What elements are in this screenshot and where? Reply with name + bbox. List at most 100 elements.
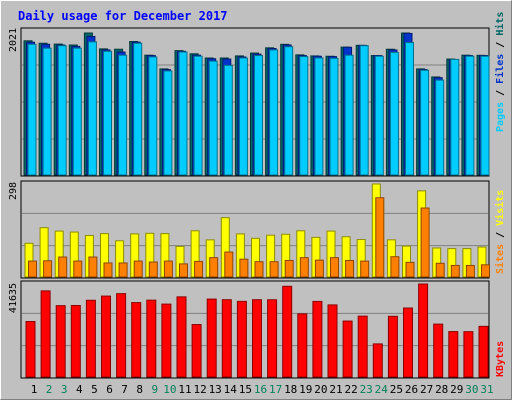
bar-pages-day-16: [254, 55, 263, 176]
bar-kbytes-day-22: [342, 320, 353, 378]
max-label-visits: 298: [8, 182, 19, 200]
chart-title: Daily usage for December 2017: [18, 9, 228, 23]
bar-pages-day-17: [269, 49, 279, 176]
bar-pages-day-31: [480, 55, 490, 176]
bar-kbytes-day-29: [448, 331, 459, 378]
day-label-14: 14: [224, 383, 238, 396]
bar-kbytes-day-3: [55, 305, 66, 378]
bar-sites-day-2: [43, 260, 53, 278]
day-label-5: 5: [91, 383, 98, 396]
bar-sites-day-25: [390, 256, 400, 278]
day-label-6: 6: [106, 383, 113, 396]
bar-sites-day-12: [194, 260, 204, 278]
max-label-usage: 2021: [8, 28, 19, 52]
bar-kbytes-day-20: [312, 300, 323, 378]
bar-sites-day-11: [179, 263, 188, 278]
day-label-26: 26: [405, 383, 418, 396]
bar-sites-day-9: [148, 261, 158, 278]
day-label-29: 29: [450, 383, 463, 396]
bar-pages-day-28: [435, 79, 445, 176]
bar-sites-day-28: [435, 262, 445, 278]
legend-sep-1: /: [495, 84, 506, 102]
bar-kbytes-day-11: [176, 296, 187, 378]
bar-kbytes-day-12: [191, 324, 202, 378]
panel-hits-files-pages: 2021 Pages / Files / Hits: [8, 12, 506, 177]
bar-kbytes-day-18: [282, 285, 293, 378]
bar-sites-day-21: [330, 257, 339, 278]
day-label-11: 11: [178, 383, 191, 396]
legend-sep-2: /: [495, 36, 506, 54]
bar-sites-day-20: [314, 259, 324, 278]
bar-pages-day-15: [238, 57, 248, 176]
legend-usage: Pages / Files / Hits: [494, 12, 506, 132]
day-label-7: 7: [121, 383, 128, 396]
bar-kbytes-day-7: [116, 293, 127, 378]
bar-pages-day-6: [103, 50, 112, 176]
day-label-23: 23: [360, 383, 373, 396]
day-label-19: 19: [299, 383, 312, 396]
legend-hits: Hits: [494, 12, 506, 36]
bar-pages-day-23: [359, 45, 369, 176]
bar-sites-day-5: [88, 256, 98, 278]
bar-sites-day-6: [103, 262, 113, 278]
day-label-4: 4: [76, 383, 83, 396]
bar-kbytes-day-14: [221, 299, 232, 378]
bar-kbytes-day-19: [297, 313, 308, 378]
bar-sites-day-13: [209, 257, 219, 278]
day-label-20: 20: [314, 383, 327, 396]
bar-sites-day-26: [405, 261, 415, 278]
bar-sites-day-23: [360, 260, 370, 278]
bar-kbytes-day-4: [70, 304, 81, 378]
panel-visits-sites: 298 Sites / Visits: [8, 180, 506, 279]
bar-kbytes-day-16: [252, 299, 262, 378]
bar-pages-day-30: [465, 55, 475, 176]
bar-sites-day-31: [481, 264, 490, 278]
bar-pages-day-29: [450, 58, 460, 176]
bar-pages-day-7: [118, 54, 128, 176]
bar-kbytes-day-17: [267, 299, 278, 378]
bar-sites-day-10: [163, 260, 173, 278]
legend-kbytes-name: KBytes: [495, 341, 506, 377]
bars-usage: [23, 32, 490, 176]
day-label-15: 15: [239, 383, 252, 396]
bar-sites-day-3: [58, 256, 68, 278]
bar-kbytes-day-27: [418, 283, 429, 378]
day-label-22: 22: [344, 383, 357, 396]
day-label-27: 27: [420, 383, 433, 396]
bar-pages-day-20: [314, 57, 324, 176]
bar-sites-day-19: [299, 257, 309, 278]
bar-kbytes-day-1: [25, 320, 36, 378]
bar-kbytes-day-5: [85, 299, 96, 378]
max-label-kbytes: 41635: [8, 283, 19, 313]
day-label-10: 10: [163, 383, 176, 396]
bar-pages-day-24: [374, 55, 384, 176]
day-label-17: 17: [269, 383, 282, 396]
bar-pages-day-2: [42, 47, 52, 176]
bar-kbytes-day-9: [146, 299, 157, 378]
bar-pages-day-12: [193, 55, 203, 176]
legend-sites: Sites: [494, 244, 506, 274]
bar-pages-day-14: [223, 64, 233, 176]
day-label-3: 3: [61, 383, 68, 396]
bar-kbytes-day-26: [403, 307, 413, 378]
bar-pages-day-5: [87, 41, 97, 176]
bar-kbytes-day-6: [101, 295, 111, 378]
bar-pages-day-11: [178, 51, 188, 176]
bar-kbytes-day-31: [478, 325, 489, 378]
bar-pages-day-26: [405, 42, 414, 176]
bar-pages-day-3: [57, 45, 67, 176]
day-label-24: 24: [375, 383, 389, 396]
bar-sites-day-8: [133, 260, 143, 278]
bar-kbytes-day-10: [161, 303, 172, 378]
bar-kbytes-day-2: [40, 290, 51, 378]
panel-kbytes: 41635 KBytes: [8, 280, 506, 379]
day-label-13: 13: [209, 383, 222, 396]
bar-sites-day-15: [239, 258, 249, 278]
day-label-21: 21: [329, 383, 342, 396]
day-labels: 1 2 3 4 5 6 7 8 9 10 11 12 13 14 15 16 17 18 19 20 21 22 23 24 2…: [31, 383, 494, 396]
day-label-12: 12: [193, 383, 206, 396]
bar-sites-day-18: [284, 259, 294, 278]
bar-sites-day-27: [420, 207, 430, 278]
